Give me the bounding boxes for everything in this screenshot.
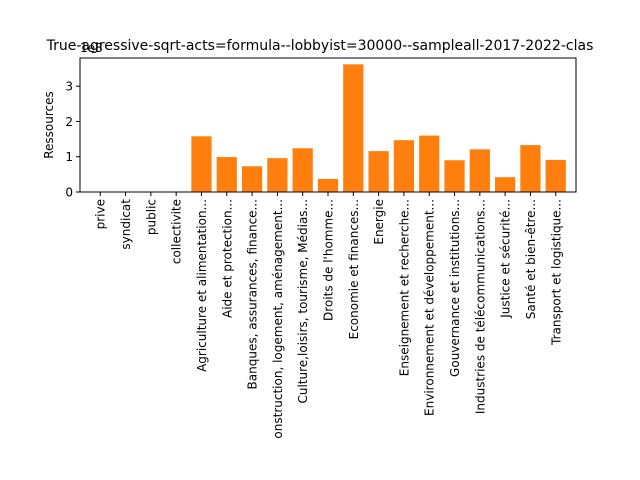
x-tick-label-8: Culture,loisirs, tourisme, Médias... [296,199,310,404]
bar-5 [216,157,237,192]
bar-6 [241,166,263,192]
bar-9 [317,178,339,192]
y-tick-label-2: 2 [65,115,73,129]
bar-4 [191,136,212,192]
bar-18 [545,159,566,192]
bar-16 [495,177,516,192]
y-tick-label-0: 0 [65,186,73,200]
x-tick-label-0: prive [94,199,108,229]
bar-7 [267,158,288,192]
x-tick-label-10: Economie et finances... [347,199,361,339]
x-tick-label-4: Agriculture et alimentation... [195,199,209,372]
x-tick-label-3: collectivite [170,199,184,264]
bars-layer [191,64,566,192]
bar-11 [368,151,389,192]
y-axis: 0 1 2 3 [65,80,80,200]
x-tick-label-14: Gouvernance et institutions... [448,199,462,377]
x-tick-label-18: Transport et logistique... [549,199,563,346]
x-tick-label-1: syndicat [119,199,133,250]
x-tick-label-15: Industries de télécommunications... [473,199,487,414]
y-axis-label: Ressources [42,91,56,159]
y-axis-offset-text: 1e8 [80,41,103,55]
bar-17 [520,145,541,192]
y-tick-label-1: 1 [65,150,73,164]
x-tick-label-9: Droits de l'homme... [322,199,336,321]
x-tick-label-16: Justice et sécurité... [499,199,513,319]
bar-15 [469,149,490,192]
x-axis: prive syndicat public collectivite Agricultu… [94,192,563,439]
chart-title: True-agressive-sqrt-acts=formula--lobbyi… [46,38,594,54]
x-tick-label-11: Energie [372,199,386,245]
y-tick-label-3: 3 [65,80,73,94]
bar-13 [419,135,440,192]
bar-14 [444,160,465,192]
x-tick-label-2: public [144,199,158,235]
x-tick-label-7: onstruction, logement, aménagement... [271,199,285,439]
bar-12 [393,140,415,192]
x-tick-label-6: Banques, assurances, finance... [246,199,260,389]
x-tick-label-5: Aide et protection... [220,199,234,318]
bar-10 [343,64,364,192]
x-tick-label-17: Santé et bien-être... [524,199,538,319]
plot-frame [79,57,577,193]
x-tick-label-13: Environnement et développement... [423,199,437,416]
bar-8 [292,148,313,192]
x-tick-label-12: Enseignement et recherche... [397,199,411,376]
